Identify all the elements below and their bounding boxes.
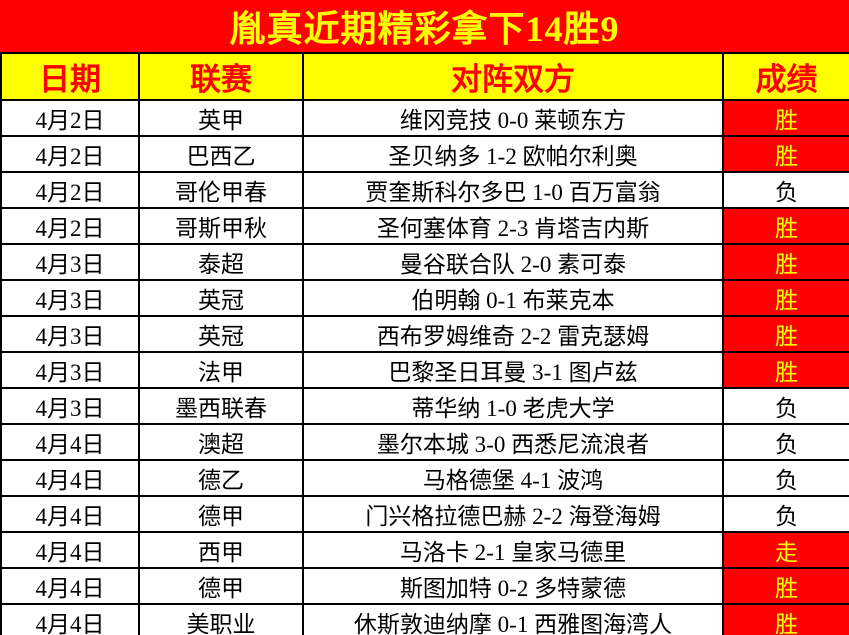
table-row: 4月2日 英甲 维冈竞技 0-0 莱顿东方胜	[0, 99, 849, 137]
table-row: 4月2日 哥斯甲秋 圣何塞体育 2-3 肯塔吉内斯胜	[0, 207, 849, 245]
result-cell: 胜	[722, 243, 849, 281]
match-cell: 马洛卡 2-1 皇家马德里	[302, 531, 724, 569]
league-cell: 德甲	[138, 495, 304, 533]
result-cell: 胜	[722, 207, 849, 245]
date-cell: 4月4日	[0, 567, 140, 605]
header-row: 日期 联赛 对阵双方 成绩	[0, 52, 849, 101]
date-cell: 4月3日	[0, 315, 140, 353]
match-cell: 墨尔本城 3-0 西悉尼流浪者	[302, 423, 724, 461]
match-cell: 斯图加特 0-2 多特蒙德	[302, 567, 724, 605]
header-league: 联赛	[138, 52, 304, 101]
table-row: 4月4日 德乙 马格德堡 4-1 波鸿负	[0, 459, 849, 497]
league-cell: 哥伦甲春	[138, 171, 304, 209]
date-cell: 4月4日	[0, 495, 140, 533]
league-cell: 德甲	[138, 567, 304, 605]
league-cell: 英冠	[138, 315, 304, 353]
match-cell: 维冈竞技 0-0 莱顿东方	[302, 99, 724, 137]
table-row: 4月4日 西甲 马洛卡 2-1 皇家马德里走	[0, 531, 849, 569]
header-match: 对阵双方	[302, 52, 724, 101]
table-row: 4月3日 墨西联春 蒂华纳 1-0 老虎大学负	[0, 387, 849, 425]
league-cell: 澳超	[138, 423, 304, 461]
date-cell: 4月3日	[0, 243, 140, 281]
match-cell: 伯明翰 0-1 布莱克本	[302, 279, 724, 317]
result-cell: 负	[722, 459, 849, 497]
result-cell: 负	[722, 423, 849, 461]
league-cell: 法甲	[138, 351, 304, 389]
result-cell: 胜	[722, 351, 849, 389]
result-cell: 胜	[722, 603, 849, 635]
date-cell: 4月4日	[0, 531, 140, 569]
match-cell: 蒂华纳 1-0 老虎大学	[302, 387, 724, 425]
league-cell: 英冠	[138, 279, 304, 317]
date-cell: 4月4日	[0, 603, 140, 635]
table-row: 4月3日 英冠 西布罗姆维奇 2-2 雷克瑟姆胜	[0, 315, 849, 353]
table-row: 4月4日 德甲 斯图加特 0-2 多特蒙德胜	[0, 567, 849, 605]
league-cell: 西甲	[138, 531, 304, 569]
match-cell: 圣贝纳多 1-2 欧帕尔利奥	[302, 135, 724, 173]
date-cell: 4月3日	[0, 279, 140, 317]
date-cell: 4月2日	[0, 171, 140, 209]
match-cell: 马格德堡 4-1 波鸿	[302, 459, 724, 497]
result-cell: 负	[722, 171, 849, 209]
league-cell: 英甲	[138, 99, 304, 137]
result-cell: 负	[722, 495, 849, 533]
date-cell: 4月2日	[0, 135, 140, 173]
results-table: 日期 联赛 对阵双方 成绩 4月2日 英甲 维冈竞技 0-0 莱顿东方胜 4月2日 巴西…	[0, 52, 849, 635]
table-row: 4月2日 巴西乙 圣贝纳多 1-2 欧帕尔利奥胜	[0, 135, 849, 173]
table-row: 4月3日 法甲 巴黎圣日耳曼 3-1 图卢兹胜	[0, 351, 849, 389]
result-cell: 胜	[722, 315, 849, 353]
league-cell: 美职业	[138, 603, 304, 635]
result-cell: 胜	[722, 567, 849, 605]
result-cell: 负	[722, 387, 849, 425]
result-cell: 胜	[722, 99, 849, 137]
page-title: 胤真近期精彩拿下14胜9	[0, 0, 849, 52]
match-cell: 休斯敦迪纳摩 0-1 西雅图海湾人	[302, 603, 724, 635]
table-row: 4月4日 美职业 休斯敦迪纳摩 0-1 西雅图海湾人胜	[0, 603, 849, 635]
result-cell: 胜	[722, 279, 849, 317]
match-cell: 门兴格拉德巴赫 2-2 海登海姆	[302, 495, 724, 533]
header-date: 日期	[0, 52, 140, 101]
league-cell: 巴西乙	[138, 135, 304, 173]
table-row: 4月2日 哥伦甲春 贾奎斯科尔多巴 1-0 百万富翁负	[0, 171, 849, 209]
date-cell: 4月4日	[0, 423, 140, 461]
table-row: 4月3日 泰超 曼谷联合队 2-0 素可泰胜	[0, 243, 849, 281]
match-cell: 巴黎圣日耳曼 3-1 图卢兹	[302, 351, 724, 389]
date-cell: 4月2日	[0, 99, 140, 137]
table-row: 4月3日 英冠 伯明翰 0-1 布莱克本胜	[0, 279, 849, 317]
date-cell: 4月2日	[0, 207, 140, 245]
result-cell: 走	[722, 531, 849, 569]
league-cell: 德乙	[138, 459, 304, 497]
match-cell: 圣何塞体育 2-3 肯塔吉内斯	[302, 207, 724, 245]
match-cell: 西布罗姆维奇 2-2 雷克瑟姆	[302, 315, 724, 353]
league-cell: 墨西联春	[138, 387, 304, 425]
date-cell: 4月3日	[0, 387, 140, 425]
date-cell: 4月4日	[0, 459, 140, 497]
league-cell: 哥斯甲秋	[138, 207, 304, 245]
league-cell: 泰超	[138, 243, 304, 281]
match-cell: 贾奎斯科尔多巴 1-0 百万富翁	[302, 171, 724, 209]
results-body: 4月2日 英甲 维冈竞技 0-0 莱顿东方胜 4月2日 巴西乙 圣贝纳多 1-2 欧帕尔利…	[0, 99, 849, 635]
date-cell: 4月3日	[0, 351, 140, 389]
result-cell: 胜	[722, 135, 849, 173]
table-row: 4月4日 德甲 门兴格拉德巴赫 2-2 海登海姆负	[0, 495, 849, 533]
table-row: 4月4日 澳超 墨尔本城 3-0 西悉尼流浪者负	[0, 423, 849, 461]
match-cell: 曼谷联合队 2-0 素可泰	[302, 243, 724, 281]
header-result: 成绩	[722, 52, 849, 101]
